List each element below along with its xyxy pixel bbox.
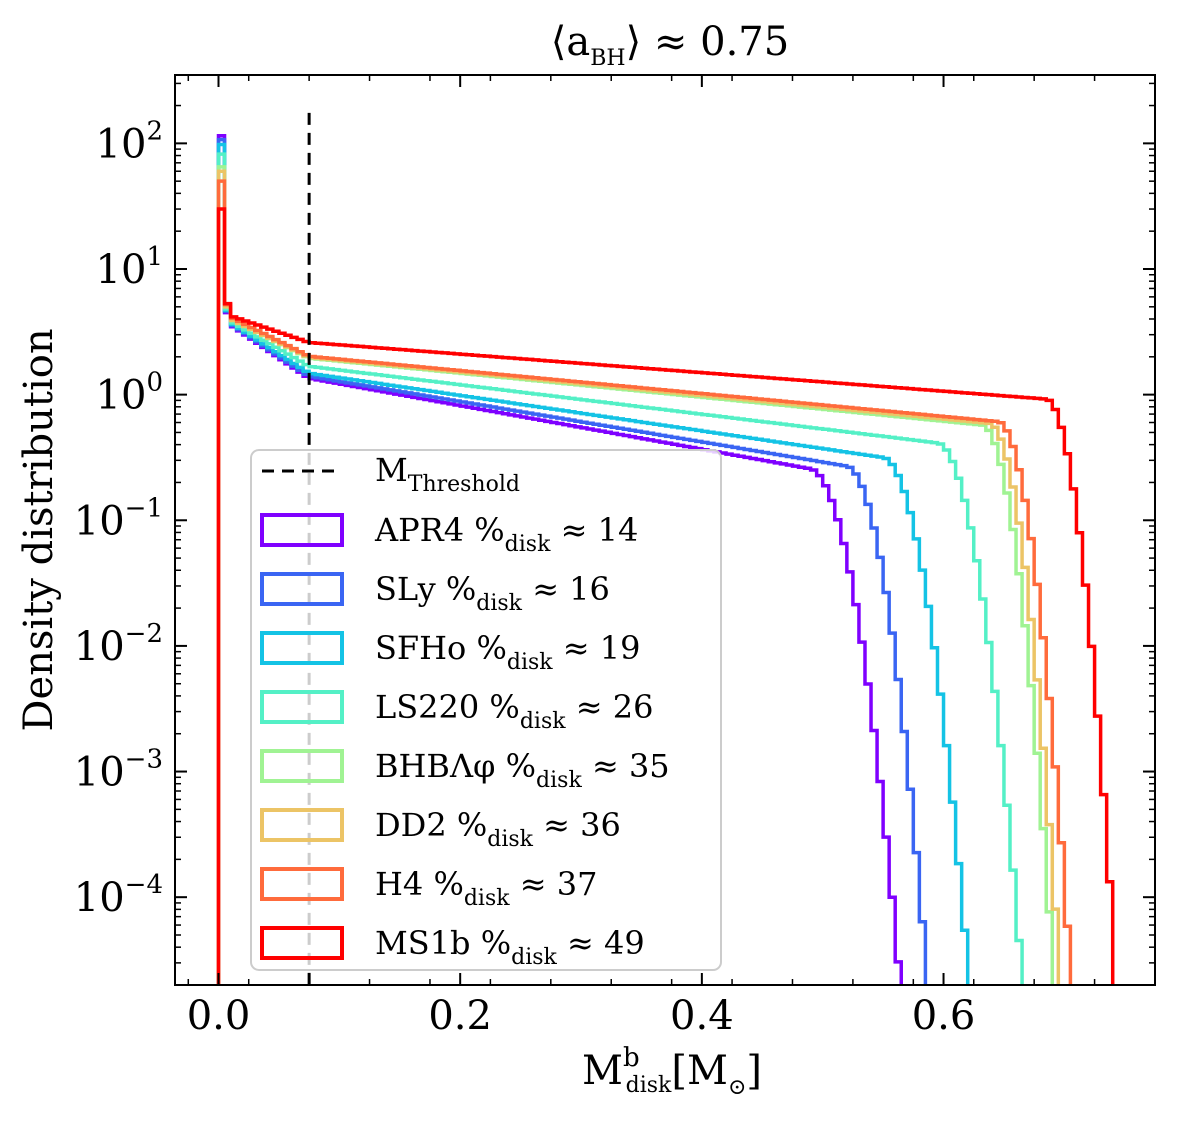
y-tick-label: 10−2	[74, 619, 163, 670]
y-tick-label: 102	[96, 116, 163, 167]
y-tick-label: 10−1	[74, 493, 163, 544]
y-tick-label: 10−3	[74, 745, 163, 796]
legend-label-5: DD2 %disk ≈ 36	[375, 806, 621, 852]
legend-label-0: APR4 %disk ≈ 14	[374, 511, 638, 557]
legend-swatch-2	[260, 631, 344, 665]
legend-swatch-6	[260, 867, 344, 901]
series-layer	[216, 133, 1115, 985]
x-tick-label: 0.4	[670, 993, 734, 1039]
legend: MThreshold APR4 %disk ≈ 14 SLy %disk ≈ 16 S…	[250, 449, 722, 971]
legend-label-1: SLy %disk ≈ 16	[375, 570, 610, 616]
legend-swatch-3	[260, 690, 344, 724]
legend-swatch-7	[260, 926, 344, 960]
axes-layer: 0.0 0.2 0.4 0.6 102 101 100 10−1 10−2 10−3 10−4	[74, 74, 1156, 1039]
legend-swatch-0	[260, 513, 344, 547]
series-3-histogram	[216, 152, 1024, 985]
y-tick-label: 100	[96, 368, 163, 419]
series-6-histogram	[216, 179, 1073, 985]
y-tick-label: 10−4	[74, 870, 163, 921]
x-tick-label: 0.2	[428, 993, 492, 1039]
x-tick-label: 0.0	[187, 993, 251, 1039]
legend-label-7: MS1b %disk ≈ 49	[375, 924, 645, 970]
chart-title: ⟨aBH⟩ ≈ 0.75	[551, 19, 789, 71]
legend-label-2: SFHo %disk ≈ 19	[375, 629, 641, 675]
legend-swatch-4	[260, 749, 344, 783]
x-axis-title: Mb disk[M⊙]	[582, 1043, 762, 1100]
series-7-histogram	[216, 207, 1115, 985]
legend-threshold-label: MThreshold	[375, 451, 520, 497]
legend-label-6: H4 %disk ≈ 37	[375, 865, 597, 911]
legend-box	[250, 449, 722, 971]
series-1-histogram	[216, 137, 928, 985]
legend-label-4: BHBΛφ %disk ≈ 35	[375, 747, 670, 793]
x-tick-label: 0.6	[912, 993, 976, 1039]
plot-frame	[174, 74, 1156, 986]
y-axis-title: Density distribution	[16, 328, 62, 731]
y-tick-label: 101	[96, 242, 163, 293]
legend-label-3: LS220 %disk ≈ 26	[375, 688, 653, 734]
legend-swatch-5	[260, 808, 344, 842]
series-2-histogram	[216, 142, 970, 985]
legend-swatch-1	[260, 572, 344, 606]
